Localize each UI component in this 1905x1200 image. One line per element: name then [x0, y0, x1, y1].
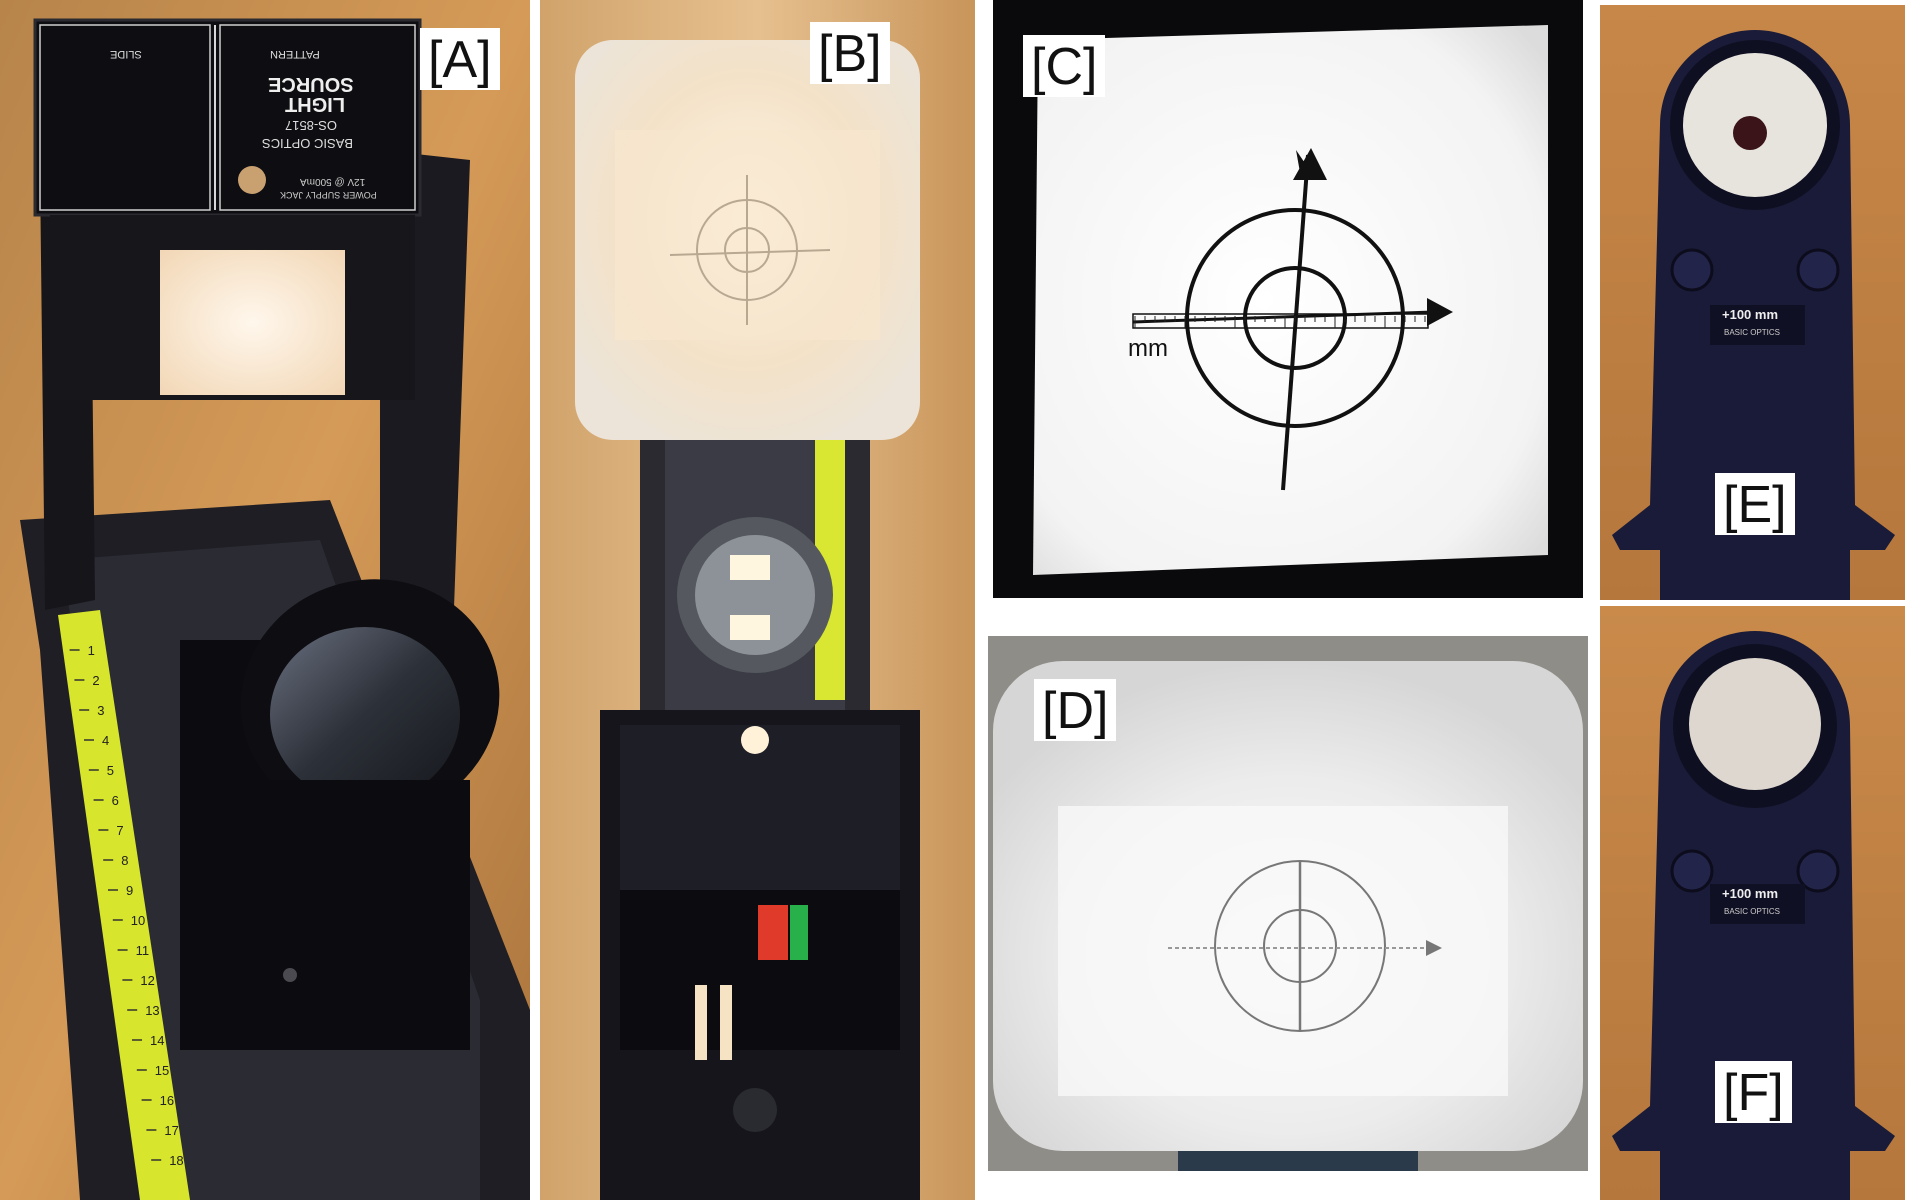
ruler-tick-label: 11 [136, 943, 150, 958]
ruler-tick-label: 14 [150, 1033, 164, 1048]
light-source-aperture [160, 250, 345, 395]
light-source-title-line2: SOURCE [268, 73, 354, 95]
ruler-tick-label: 6 [112, 793, 119, 808]
ruler-tick-label: 7 [116, 823, 123, 838]
light-source-title-line1: LIGHT [285, 93, 345, 115]
light-source-power-note: 12V @ 500mA [300, 176, 366, 187]
ruler-tick-label: 1 [88, 643, 95, 658]
panel-a-light-source-photo: 1 2 3 4 5 6 7 8 9 10 11 12 13 14 15 16 17 18 PATTERN SLID… [0, 0, 530, 1200]
ruler-tick-label: 2 [92, 673, 99, 688]
panel-e-label: [E] [1715, 473, 1795, 535]
panel-a-label: [A] [420, 28, 500, 90]
ruler-tick-label: 8 [121, 853, 128, 868]
mm-scale [1132, 313, 1429, 329]
ruler-tick-label: 16 [160, 1093, 174, 1108]
ruler-tick-label: 3 [97, 703, 104, 718]
panel-b-label: [B] [810, 22, 890, 84]
lens-power-label: +100 mm [1722, 886, 1779, 901]
panel-c-screen-closeup: mm [C] [993, 0, 1583, 598]
light-source-box-top [33, 18, 422, 217]
lens-series-label: BASIC OPTICS [1724, 907, 1781, 916]
scale-unit-label: mm [1128, 335, 1168, 362]
aperture-stop [1733, 116, 1767, 150]
lens-series-label: BASIC OPTICS [1724, 328, 1781, 337]
light-source-series: BASIC OPTICS [262, 136, 354, 151]
light-source-jack-note: POWER SUPPLY JACK [280, 190, 377, 200]
red-indicator [758, 905, 788, 960]
panel-c-label: [C] [1023, 35, 1106, 97]
panel-b-screen-rail-photo: [B] [540, 0, 975, 1200]
panel-f-lens-holder: +100 mm BASIC OPTICS [F] [1600, 606, 1905, 1200]
panel-d-screen-closeup: [D] [988, 636, 1588, 1171]
ruler-tick-label: 13 [145, 1003, 159, 1018]
ruler-tick-label: 9 [126, 883, 133, 898]
ruler-tick-label: 18 [169, 1153, 183, 1168]
lens-glass [270, 627, 460, 803]
ruler-tick-label: 17 [164, 1123, 178, 1138]
ruler-tick-label: 10 [131, 913, 145, 928]
panel-e-lens-holder-with-stop: +100 mm BASIC OPTICS [E] [1600, 5, 1905, 600]
light-source-slide-label: SLIDE [110, 48, 142, 60]
viewing-screen [1033, 25, 1548, 575]
ruler-tick-label: 5 [107, 763, 114, 778]
ruler-strip [58, 610, 190, 1200]
light-source-pattern-label: PATTERN [270, 48, 320, 60]
mm-scale-ticks [1134, 316, 1426, 328]
ruler-tick-label: 4 [102, 733, 109, 748]
lens-power-label: +100 mm [1722, 307, 1779, 322]
ruler-tick-label: 12 [140, 973, 154, 988]
light-source-model: OS-8517 [285, 118, 338, 133]
panel-f-label: [F] [1715, 1061, 1792, 1123]
panel-d-label: [D] [1034, 679, 1117, 741]
lens-glass [1689, 658, 1821, 790]
ruler-tick-label: 15 [155, 1063, 169, 1078]
green-indicator [790, 905, 808, 960]
